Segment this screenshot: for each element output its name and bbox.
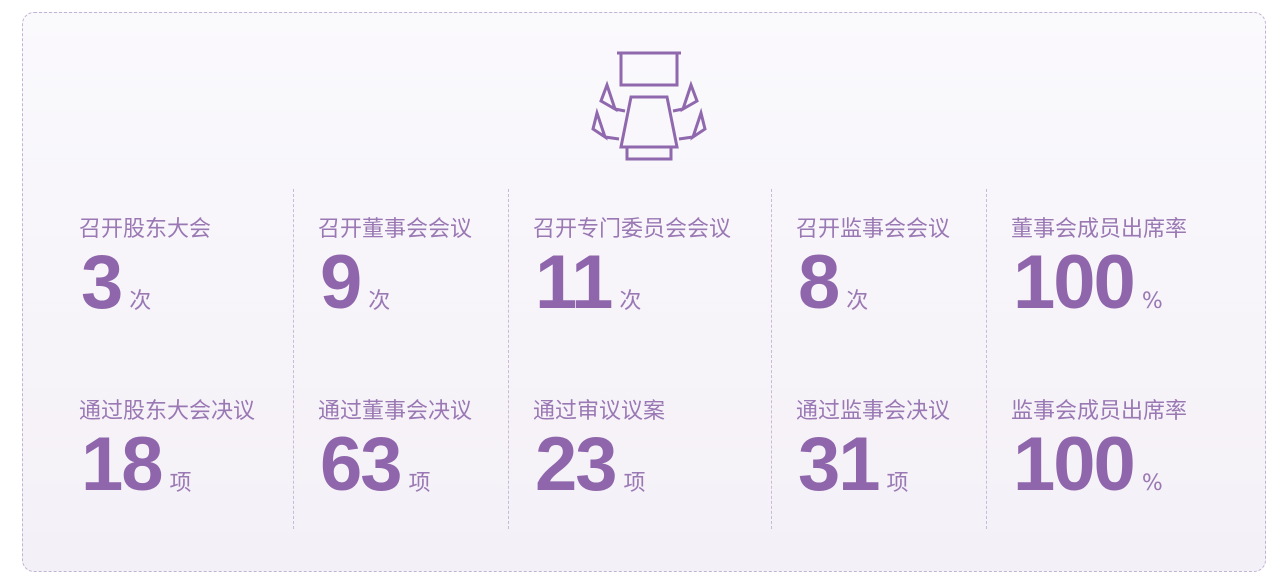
stat-value: 100 bbox=[1013, 422, 1136, 507]
meeting-icon bbox=[591, 51, 707, 161]
divider bbox=[293, 189, 294, 529]
stat-unit: % bbox=[1141, 289, 1163, 314]
stat-label: 召开监事会会议 bbox=[796, 217, 951, 242]
stat-label: 通过董事会决议 bbox=[318, 399, 473, 424]
stat-unit: 次 bbox=[619, 289, 642, 314]
stat-label: 通过监事会决议 bbox=[796, 399, 951, 424]
stat-unit: 项 bbox=[169, 471, 192, 496]
stat-label: 召开专门委员会会议 bbox=[533, 217, 732, 242]
stat-value-line: 23 项 bbox=[535, 427, 646, 503]
stat-label: 通过股东大会决议 bbox=[79, 399, 256, 424]
divider bbox=[771, 189, 772, 529]
stat-value-line: 100% bbox=[1013, 427, 1163, 503]
stat-label: 董事会成员出席率 bbox=[1011, 217, 1188, 242]
stats-card: 召开股东大会 3 次召开董事会会议 9 次召开专门委员会会议 11 次召开监事会会议 8 次董事… bbox=[22, 12, 1266, 572]
stat-unit: 项 bbox=[623, 471, 646, 496]
stat-value: 18 bbox=[81, 422, 164, 507]
stat-unit: 项 bbox=[408, 471, 431, 496]
stat-value-line: 31 项 bbox=[798, 427, 909, 503]
stat-label: 监事会成员出席率 bbox=[1011, 399, 1188, 424]
stat-value: 9 bbox=[320, 240, 362, 325]
divider bbox=[508, 189, 509, 529]
stat-value: 100 bbox=[1013, 240, 1136, 325]
stat-unit: 项 bbox=[886, 471, 909, 496]
stat-value: 3 bbox=[81, 240, 123, 325]
stat-value-line: 11 次 bbox=[535, 245, 641, 321]
divider bbox=[986, 189, 987, 529]
stat-value-line: 18 项 bbox=[81, 427, 192, 503]
stat-unit: 次 bbox=[846, 289, 869, 314]
page: 召开股东大会 3 次召开董事会会议 9 次召开专门委员会会议 11 次召开监事会会议 8 次董事… bbox=[22, 12, 1266, 572]
stat-unit: % bbox=[1141, 471, 1163, 496]
stat-value: 8 bbox=[798, 240, 840, 325]
stat-value-line: 63 项 bbox=[320, 427, 431, 503]
stat-label: 通过审议议案 bbox=[533, 399, 666, 424]
stat-value: 23 bbox=[535, 422, 618, 507]
stat-value-line: 100% bbox=[1013, 245, 1163, 321]
stat-label: 召开股东大会 bbox=[79, 217, 212, 242]
stat-unit: 次 bbox=[129, 289, 152, 314]
stat-label: 召开董事会会议 bbox=[318, 217, 473, 242]
stat-value: 63 bbox=[320, 422, 403, 507]
stat-unit: 次 bbox=[368, 289, 391, 314]
stat-value: 31 bbox=[798, 422, 881, 507]
stat-value: 11 bbox=[535, 240, 613, 325]
